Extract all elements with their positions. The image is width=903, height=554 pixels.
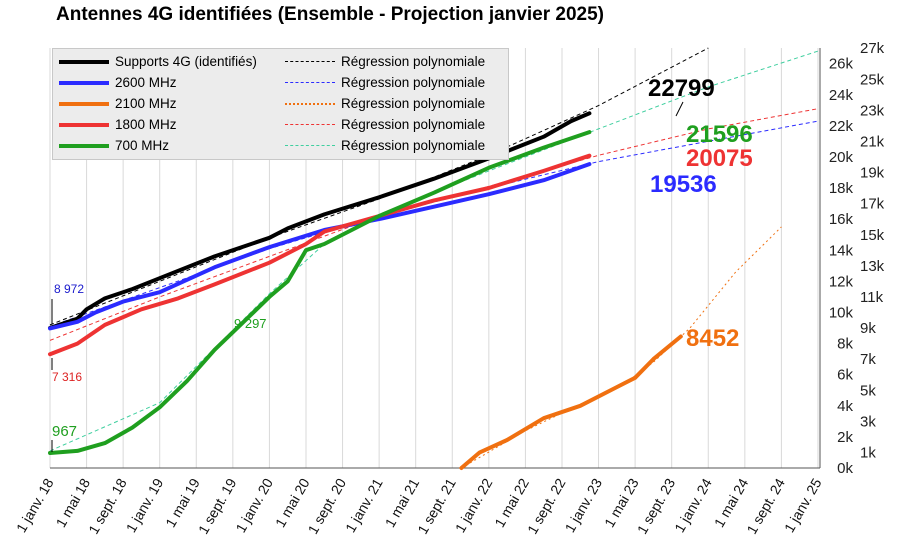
regression-line-mhz2600 bbox=[49, 120, 819, 327]
legend-label: 700 MHz bbox=[115, 138, 170, 153]
legend-swatch bbox=[59, 80, 109, 85]
y-tick-label-right: 23k bbox=[860, 102, 885, 119]
legend-item-regression-700: Régression polynomiale bbox=[285, 135, 485, 156]
legend-swatch bbox=[285, 82, 335, 83]
legend-label: Supports 4G (identifiés) bbox=[115, 54, 257, 69]
legend-label: Régression polynomiale bbox=[341, 117, 486, 132]
data-label-start2600: 8 972 bbox=[54, 282, 84, 296]
legend-item-regression-1800: Régression polynomiale bbox=[285, 114, 485, 135]
y-tick-label: 22k bbox=[829, 118, 854, 135]
x-tick-label: 1 mai 22 bbox=[491, 475, 532, 530]
y-tick-label-right: 3k bbox=[860, 413, 876, 430]
y-tick-label: 2k bbox=[837, 429, 853, 446]
legend-item-regression-2600: Régression polynomiale bbox=[285, 72, 485, 93]
legend-label: 2600 MHz bbox=[115, 75, 177, 90]
legend-item-2100: 2100 MHz bbox=[59, 93, 177, 114]
y-tick-label: 26k bbox=[829, 56, 854, 73]
legend-swatch bbox=[59, 59, 109, 64]
y-tick-label: 12k bbox=[829, 273, 854, 290]
leader-line bbox=[675, 101, 684, 117]
series-line-mhz1800 bbox=[48, 153, 592, 357]
legend-label: Régression polynomiale bbox=[341, 54, 486, 69]
y-tick-label: 18k bbox=[829, 180, 854, 197]
regression-line-mhz2100 bbox=[461, 226, 782, 469]
x-tick-label: 1 mai 23 bbox=[601, 475, 642, 530]
legend-swatch bbox=[59, 122, 109, 127]
legend-swatch bbox=[285, 61, 335, 62]
legend-item-supports: Supports 4G (identifiés) bbox=[59, 51, 257, 72]
series-line-mhz700 bbox=[48, 130, 592, 455]
y-tick-label-right: 15k bbox=[860, 227, 885, 244]
legend-label: 1800 MHz bbox=[115, 117, 177, 132]
y-tick-label: 14k bbox=[829, 242, 854, 259]
y-tick-label: 0k bbox=[837, 460, 853, 477]
legend-item-regression-supports: Régression polynomiale bbox=[285, 51, 485, 72]
y-tick-label-right: 13k bbox=[860, 258, 885, 275]
y-tick-label-right: 25k bbox=[860, 71, 885, 88]
regression-line-mhz700 bbox=[49, 50, 819, 452]
x-tick-label: 1 mai 21 bbox=[382, 475, 423, 530]
y-tick-label-right: 5k bbox=[860, 382, 876, 399]
y-tick-label-right: 9k bbox=[860, 320, 876, 337]
data-label-mhz2600: 19536 bbox=[650, 171, 717, 198]
y-tick-label: 24k bbox=[829, 87, 854, 104]
y-tick-label-right: 1k bbox=[860, 445, 876, 462]
x-tick-label: 1 mai 18 bbox=[52, 475, 93, 530]
legend-label: 2100 MHz bbox=[115, 96, 177, 111]
chart-title: Antennes 4G identifiées (Ensemble - Proj… bbox=[56, 4, 605, 25]
y-tick-label: 8k bbox=[837, 336, 853, 353]
x-tick-label: 1 mai 24 bbox=[711, 475, 752, 530]
legend-item-2600: 2600 MHz bbox=[59, 72, 177, 93]
y-tick-label: 4k bbox=[837, 398, 853, 415]
legend-swatch bbox=[285, 124, 335, 125]
legend-swatch bbox=[285, 102, 335, 105]
y-tick-label: 16k bbox=[829, 211, 854, 228]
legend-swatch bbox=[59, 101, 109, 106]
x-tick-label: 1 mai 19 bbox=[162, 475, 203, 530]
legend-swatch bbox=[285, 145, 335, 146]
y-tick-label-right: 17k bbox=[860, 196, 885, 213]
x-tick-label: 1 janv. 18 bbox=[13, 475, 57, 535]
data-label-mhz700: 21596 bbox=[686, 121, 753, 148]
legend-label: Régression polynomiale bbox=[341, 75, 486, 90]
y-tick-label: 20k bbox=[829, 149, 854, 166]
series-line-mhz2100 bbox=[459, 334, 683, 470]
y-tick-label-right: 21k bbox=[860, 134, 885, 151]
legend-swatch bbox=[59, 143, 109, 148]
y-tick-label-right: 19k bbox=[860, 165, 885, 182]
y-tick-label: 10k bbox=[829, 305, 854, 322]
y-tick-label: 6k bbox=[837, 367, 853, 384]
x-tick-label: 1 mai 20 bbox=[272, 475, 313, 530]
series-line-mhz2600 bbox=[48, 162, 592, 331]
data-label-mhz2100: 8452 bbox=[686, 325, 739, 352]
data-label-mid700: 9 297 bbox=[234, 316, 267, 331]
data-label-mhz1800: 20075 bbox=[686, 145, 753, 172]
y-tick-label-right: 7k bbox=[860, 351, 876, 368]
legend: Supports 4G (identifiés) 2600 MHz 2100 M… bbox=[52, 48, 509, 160]
data-label-start1800: 7 316 bbox=[52, 370, 82, 384]
y-tick-label-right: 11k bbox=[860, 289, 884, 306]
legend-item-700: 700 MHz bbox=[59, 135, 169, 156]
y-tick-label-right: 27k bbox=[860, 40, 885, 57]
series-line-supports bbox=[48, 111, 592, 330]
legend-item-regression-2100: Régression polynomiale bbox=[285, 93, 485, 114]
data-label-start700: 967 bbox=[52, 423, 77, 440]
legend-item-1800: 1800 MHz bbox=[59, 114, 177, 135]
legend-label: Régression polynomiale bbox=[341, 96, 486, 111]
legend-label: Régression polynomiale bbox=[341, 138, 486, 153]
data-label-supports: 22799 bbox=[648, 75, 715, 102]
